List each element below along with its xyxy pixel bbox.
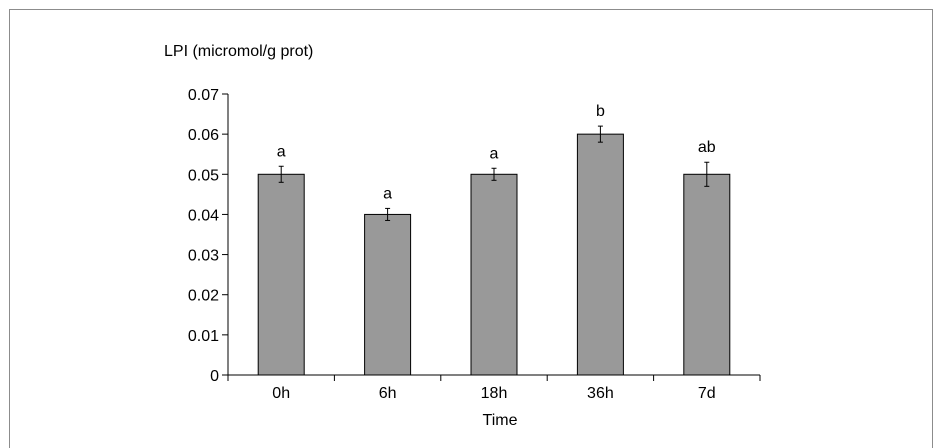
error-bar-7d — [704, 161, 710, 187]
x-tick-label: 7d — [698, 385, 716, 402]
significance-label: b — [596, 103, 605, 120]
y-tick-label: 0.06 — [188, 127, 219, 144]
x-axis-label: Time — [483, 412, 518, 429]
significance-label: a — [490, 145, 499, 162]
significance-label: a — [383, 185, 392, 202]
x-tick-label: 6h — [379, 385, 397, 402]
x-tick-label: 18h — [481, 385, 508, 402]
bar-18h — [470, 173, 518, 376]
error-bar-36h — [597, 125, 603, 143]
y-ticks: 0 0.01 0.02 0.03 0.04 0.05 0.06 0.07 — [188, 87, 228, 385]
error-bar-18h — [491, 167, 497, 181]
bar-36h — [576, 133, 624, 376]
x-tick-label: 36h — [587, 385, 614, 402]
x-tick-label: 0h — [272, 385, 290, 402]
error-bar-6h — [385, 207, 391, 221]
y-tick-label: 0.07 — [188, 87, 219, 104]
y-tick-label: 0.04 — [188, 207, 219, 224]
y-tick-label: 0.02 — [188, 288, 219, 305]
y-tick-label: 0.01 — [188, 328, 219, 345]
y-tick-label: 0.03 — [188, 248, 219, 265]
bar-0h — [257, 173, 305, 376]
bar-7d — [683, 173, 731, 376]
y-tick-label: 0.05 — [188, 167, 219, 184]
y-axis-label: LPI (micromol/g prot) — [164, 43, 313, 60]
significance-label: a — [277, 143, 286, 160]
error-bar-0h — [278, 165, 284, 183]
y-tick-label: 0 — [210, 368, 219, 385]
bar-6h — [364, 213, 412, 376]
significance-label: ab — [698, 139, 716, 156]
x-ticks: 0h 6h 18h 36h 7d — [227, 375, 761, 402]
